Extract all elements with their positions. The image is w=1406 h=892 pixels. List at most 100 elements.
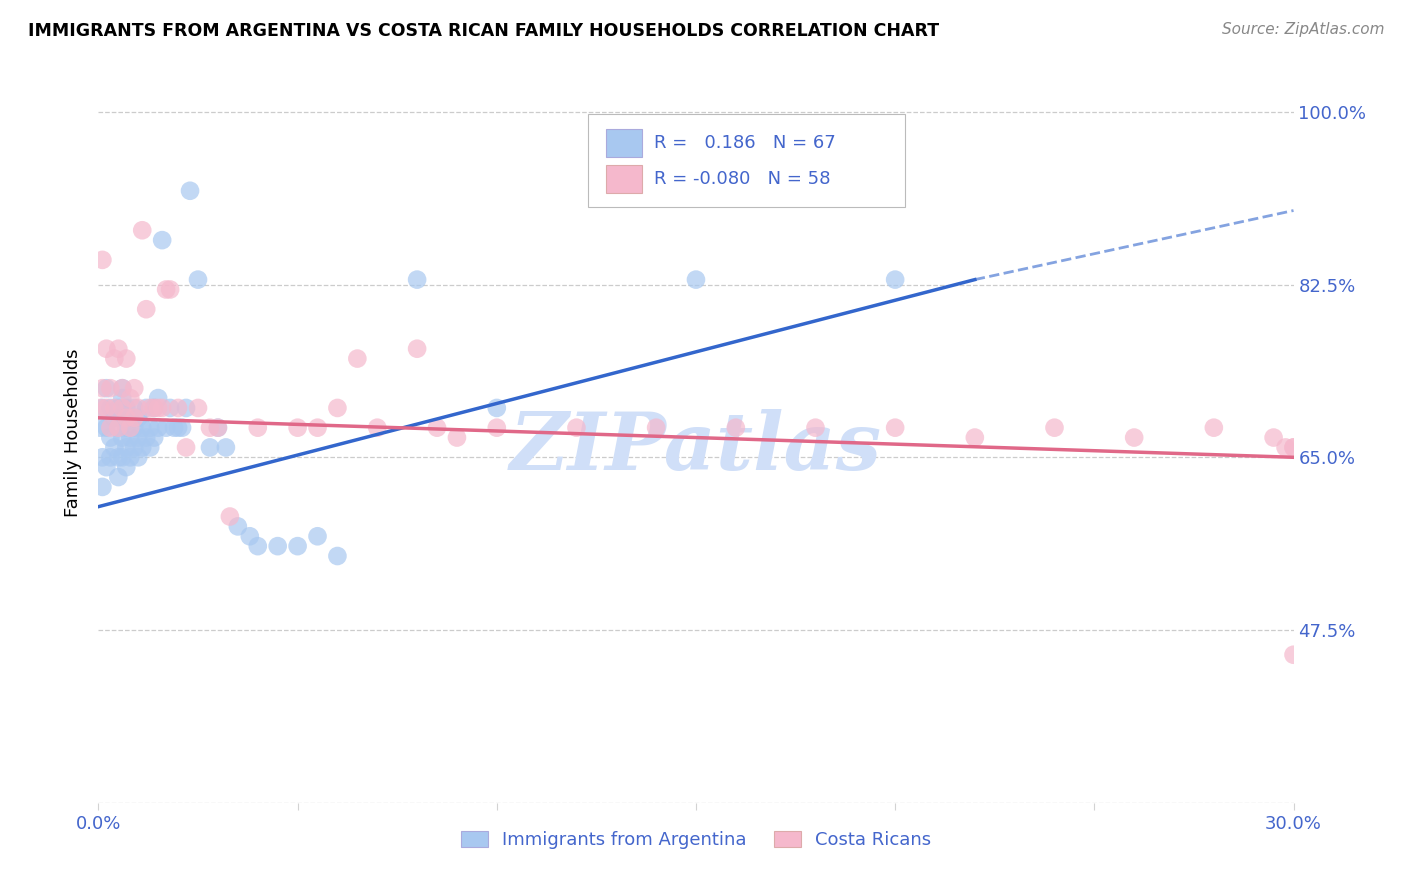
Point [326, 401, 349, 415]
Point [1274, 441, 1296, 455]
Point [98, 401, 122, 415]
Point [148, 391, 170, 405]
FancyBboxPatch shape [589, 114, 905, 207]
Point [124, 381, 146, 395]
Point [120, 431, 142, 445]
Point [124, 441, 146, 455]
Point [135, 302, 157, 317]
Point [107, 420, 129, 434]
Legend: Immigrants from Argentina, Costa Ricans: Immigrants from Argentina, Costa Ricans [453, 824, 939, 856]
Point [307, 529, 329, 543]
Point [127, 410, 149, 425]
Point [187, 272, 209, 286]
Point [115, 420, 138, 434]
Point [326, 549, 349, 563]
Point [131, 420, 153, 434]
Point [685, 272, 707, 286]
Text: ZIPatlas: ZIPatlas [510, 409, 882, 486]
Point [91, 450, 114, 465]
Point [103, 401, 125, 415]
Point [107, 470, 129, 484]
Point [1282, 441, 1305, 455]
Point [1043, 420, 1066, 434]
Point [346, 351, 368, 366]
Point [159, 283, 181, 297]
Point [127, 431, 149, 445]
Point [111, 450, 134, 465]
Point [124, 401, 146, 415]
Point [198, 420, 221, 434]
Point [143, 401, 166, 415]
Point [287, 539, 309, 553]
Point [172, 420, 194, 434]
Point [91, 480, 114, 494]
Point [96, 381, 118, 395]
Point [115, 401, 138, 415]
Point [91, 381, 114, 395]
Point [131, 441, 153, 455]
Point [111, 381, 134, 395]
Point [89, 420, 111, 434]
Text: R =   0.186   N = 67: R = 0.186 N = 67 [654, 134, 837, 153]
Text: R = -0.080   N = 58: R = -0.080 N = 58 [654, 169, 831, 187]
Y-axis label: Family Households: Family Households [65, 349, 83, 516]
Point [1123, 431, 1146, 445]
Point [406, 272, 429, 286]
Point [89, 401, 111, 415]
Point [246, 539, 269, 553]
Point [143, 401, 166, 415]
Point [111, 431, 134, 445]
Point [111, 401, 134, 415]
Point [96, 401, 118, 415]
Point [139, 420, 162, 434]
Point [107, 401, 129, 415]
Point [107, 420, 129, 434]
Point [115, 460, 138, 475]
Point [98, 450, 122, 465]
Point [167, 401, 190, 415]
Point [124, 420, 146, 434]
Point [287, 420, 309, 434]
Text: IMMIGRANTS FROM ARGENTINA VS COSTA RICAN FAMILY HOUSEHOLDS CORRELATION CHART: IMMIGRANTS FROM ARGENTINA VS COSTA RICAN… [28, 22, 939, 40]
Point [1282, 648, 1305, 662]
Point [111, 410, 134, 425]
Point [366, 420, 388, 434]
Point [150, 233, 173, 247]
Point [111, 391, 134, 405]
Point [148, 401, 170, 415]
Point [107, 450, 129, 465]
Point [111, 381, 134, 395]
Point [207, 420, 229, 434]
Point [215, 441, 238, 455]
Point [91, 252, 114, 267]
Point [155, 420, 177, 434]
Point [96, 420, 118, 434]
Point [131, 223, 153, 237]
Point [98, 381, 122, 395]
Point [239, 529, 262, 543]
Point [1282, 441, 1305, 455]
Point [565, 420, 588, 434]
Point [120, 410, 142, 425]
Point [155, 283, 177, 297]
Point [724, 420, 747, 434]
Point [485, 420, 508, 434]
Point [645, 420, 668, 434]
Point [135, 401, 157, 415]
Point [115, 351, 138, 366]
Point [124, 410, 146, 425]
Point [884, 272, 907, 286]
Point [219, 509, 242, 524]
Point [207, 420, 229, 434]
Point [307, 420, 329, 434]
Point [91, 401, 114, 415]
Point [127, 401, 149, 415]
Point [174, 441, 197, 455]
Point [1202, 420, 1225, 434]
Point [115, 410, 138, 425]
Point [406, 342, 429, 356]
Point [150, 401, 173, 415]
Point [103, 351, 125, 366]
Point [167, 420, 190, 434]
FancyBboxPatch shape [606, 129, 643, 157]
